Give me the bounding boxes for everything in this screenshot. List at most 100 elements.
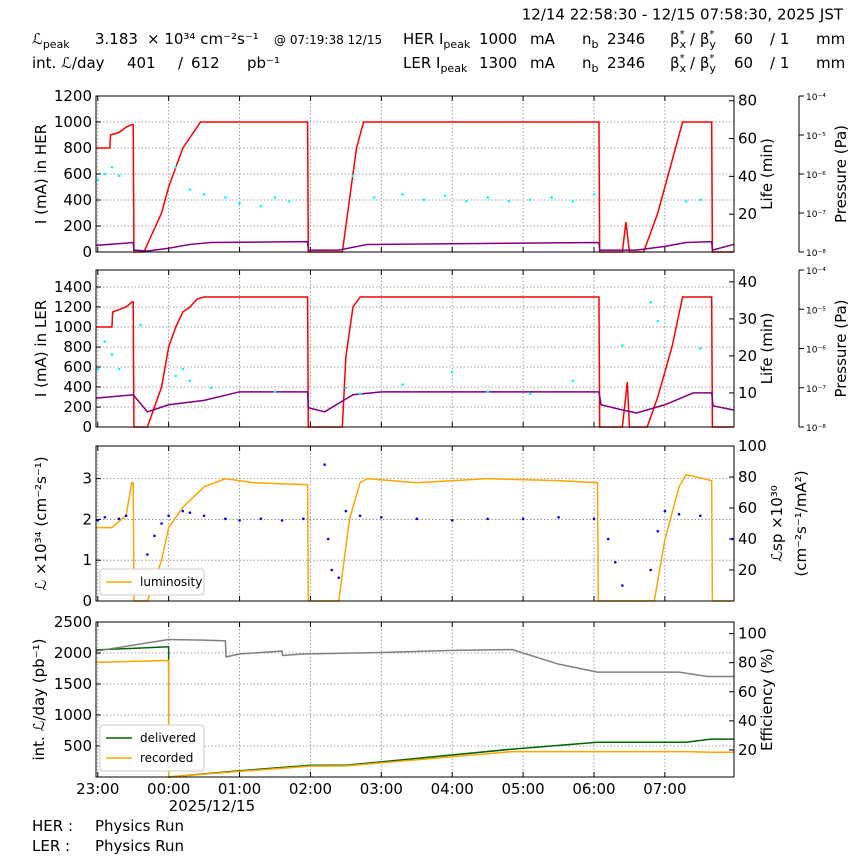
point: [323, 463, 326, 466]
header-text: 3.183: [95, 30, 138, 48]
header-text: @ 07:19:38 12/15: [274, 33, 382, 47]
y2-tick-label: 40: [738, 712, 757, 730]
y-tick-label: 200: [63, 398, 92, 416]
point: [110, 353, 114, 356]
y3-tick-label: 10⁻⁶: [806, 171, 826, 181]
x-tick-label: 02:00: [289, 780, 332, 798]
y2-tick-label: 20: [738, 347, 757, 365]
point: [730, 537, 734, 541]
header-text: nb: [582, 54, 599, 75]
x-tick-label: 07:00: [643, 780, 686, 798]
point: [181, 509, 185, 513]
point: [401, 383, 404, 386]
header-text: β* x: [670, 53, 687, 75]
header-text: nb: [582, 30, 599, 51]
y-tick-label: 600: [63, 358, 92, 376]
subscript: y: [709, 62, 716, 75]
line: [95, 391, 734, 414]
timespan: 12/14 22:58:30 - 12/15 07:58:30, 2025 JS…: [522, 6, 844, 24]
header-text: int. ℒ/day: [32, 54, 105, 72]
point: [174, 165, 178, 169]
y-tick-label: 1: [82, 551, 92, 569]
point: [259, 204, 263, 208]
y-tick-label: 800: [63, 338, 92, 356]
point: [358, 392, 362, 396]
point: [351, 174, 355, 178]
y-tick-label: 0: [82, 243, 92, 261]
point: [103, 340, 107, 343]
y-axis-label: ℒ ×10³⁴ (cm⁻²s⁻¹): [32, 456, 50, 590]
header-text: 60: [734, 54, 753, 72]
superscript: *: [709, 53, 714, 64]
point: [337, 576, 341, 580]
legend-label: delivered: [140, 731, 196, 745]
header-text: × 10³⁴ cm⁻²s⁻¹: [147, 30, 259, 48]
y2-axis-label: Life (min): [758, 138, 776, 210]
point: [486, 196, 489, 199]
point: [124, 514, 128, 518]
y-axis-label: I (mA) in HER: [32, 124, 50, 224]
y2-axis-label: (cm⁻²s⁻¹/mA²): [792, 470, 810, 576]
subscript: b: [592, 38, 599, 51]
header-text: mA: [530, 30, 556, 48]
y2-tick-label: 20: [738, 205, 757, 223]
y-tick-label: 1000: [54, 706, 92, 724]
y2-tick-label: 80: [738, 654, 757, 672]
point: [117, 174, 121, 178]
line: [95, 638, 734, 678]
y3-axis-label: Pressure (Pa): [832, 125, 850, 223]
legend-box: [99, 724, 205, 772]
header-text: 1300: [479, 54, 517, 72]
point: [380, 516, 383, 519]
header-text: ℒpeak: [32, 30, 70, 51]
y-tick-label: 1400: [54, 278, 92, 296]
legend-box: [99, 568, 205, 596]
point: [422, 198, 426, 201]
point: [656, 529, 660, 533]
y-axis-label: int. ℒ/day (pb⁻¹): [30, 639, 48, 761]
x-tick-label: 03:00: [360, 780, 403, 798]
subscript: x: [680, 38, 687, 51]
point: [146, 553, 149, 556]
plot-frame: [95, 269, 735, 428]
y-tick-label: 2000: [54, 644, 92, 662]
point: [330, 568, 334, 572]
main-text: / β: [690, 30, 709, 48]
point: [103, 172, 107, 176]
point: [280, 519, 284, 522]
point: [507, 199, 511, 203]
header-text: mA: [530, 54, 556, 72]
y2-axis-label: Efficiency (%): [758, 648, 776, 751]
point: [557, 516, 560, 519]
header-text: 2346: [607, 54, 645, 72]
main-text: β: [670, 30, 680, 48]
panel: 23:00 00:00 01:00 02:00 03:00 04:00 05:00 06:00…: [30, 613, 776, 815]
main-text: n: [582, 54, 592, 72]
y3-tick-label: 10⁻⁴: [806, 267, 826, 277]
superscript: *: [680, 53, 685, 64]
y-tick-label: 400: [63, 191, 92, 209]
y2-tick-label: 80: [738, 92, 757, 110]
point: [96, 178, 100, 182]
point: [401, 193, 404, 196]
point: [96, 367, 100, 371]
y-tick-label: 0: [82, 592, 92, 610]
point: [153, 534, 156, 538]
main-text: HER I: [403, 30, 443, 48]
y-tick-label: 1000: [54, 318, 92, 336]
footer-text: HER :: [32, 817, 73, 835]
main-text: n: [582, 30, 592, 48]
point: [238, 201, 241, 205]
x-tick-label: 01:00: [218, 780, 261, 798]
header-text: LER Ipeak: [403, 54, 468, 75]
y-tick-label: 500: [63, 737, 92, 755]
y2-tick-label: 60: [738, 130, 757, 148]
y2-tick-label: 40: [738, 273, 757, 291]
point: [117, 367, 121, 371]
y2-tick-label: 20: [738, 741, 757, 759]
x-tick-label: 23:00: [76, 780, 119, 798]
legend-label: recorded: [140, 751, 193, 765]
x-sublabel: 2025/12/15: [169, 797, 255, 815]
